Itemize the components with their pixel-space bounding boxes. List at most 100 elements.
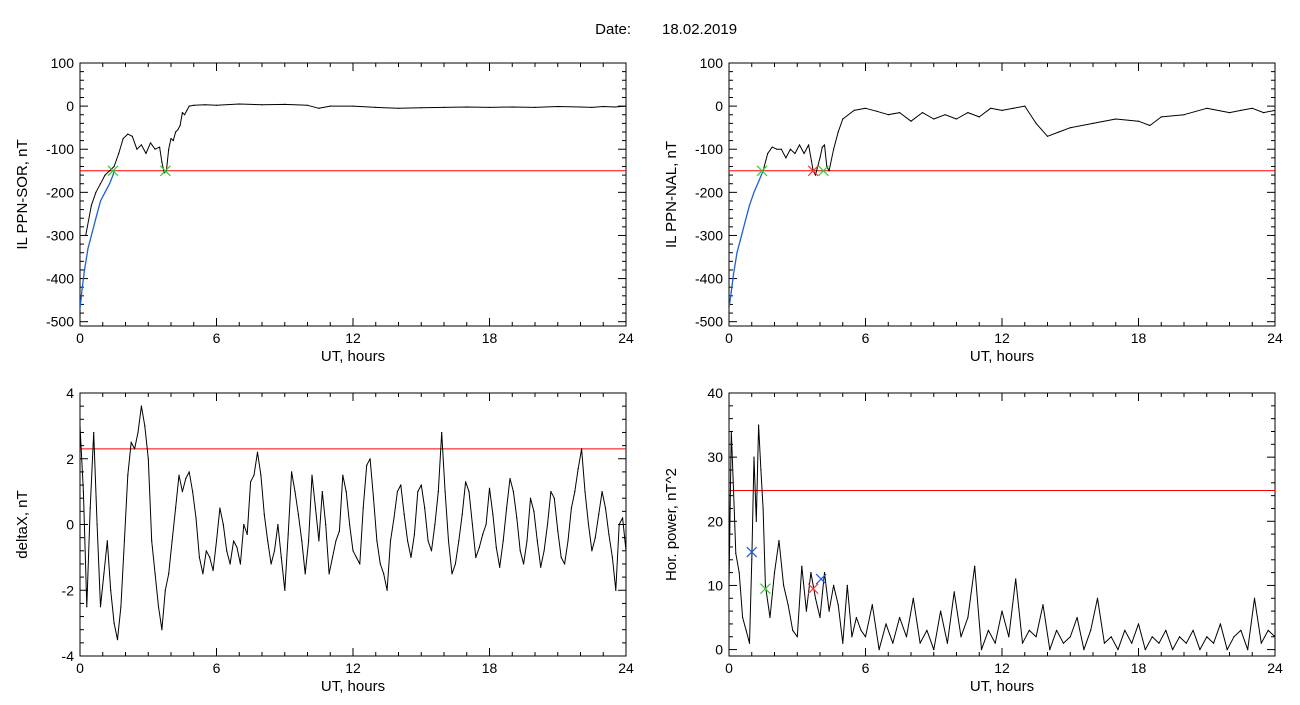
data-point — [543, 550, 545, 552]
data-point — [516, 517, 518, 519]
data-point — [753, 456, 755, 458]
data-point — [164, 589, 166, 591]
data-point — [417, 491, 419, 493]
x-tick-label: 12 — [345, 660, 361, 676]
data-point — [495, 546, 497, 549]
data-point — [622, 517, 624, 519]
data-point — [219, 507, 221, 509]
data-point — [118, 152, 120, 155]
data-point — [192, 491, 194, 493]
marker-stroke — [159, 165, 171, 177]
data-point — [1012, 107, 1015, 109]
data-point — [1001, 109, 1003, 111]
data-point — [482, 533, 484, 536]
data-point — [397, 107, 400, 109]
data-point — [953, 591, 955, 593]
data-point — [400, 484, 402, 486]
data-point — [905, 636, 908, 638]
data-point — [1069, 127, 1071, 129]
data-point — [553, 497, 555, 499]
x-tick-label: 0 — [76, 330, 84, 346]
data-point — [587, 523, 590, 526]
data-point — [179, 124, 181, 127]
y-tick-label: -100 — [695, 141, 723, 157]
data-point — [960, 636, 962, 638]
data-point — [238, 103, 240, 105]
x-tick-label: 12 — [345, 330, 361, 346]
highlight-point — [744, 221, 746, 224]
data-point — [297, 514, 299, 516]
data-point — [168, 573, 170, 575]
data-point — [1228, 112, 1231, 114]
data-point — [212, 569, 214, 572]
data-point — [1076, 616, 1078, 619]
plot-frame — [728, 62, 1276, 327]
data-point — [1253, 597, 1256, 599]
y-tick-label: -100 — [46, 141, 74, 157]
data-point — [226, 550, 228, 552]
data-point — [1001, 610, 1003, 612]
x-tick-label: 0 — [76, 660, 84, 676]
data-point — [145, 152, 147, 155]
series-line-highlight — [80, 170, 115, 309]
data-point — [437, 491, 439, 493]
marker-stroke — [807, 583, 819, 595]
data-point — [461, 514, 463, 516]
data-point — [519, 550, 521, 552]
data-point — [823, 572, 826, 574]
data-point — [602, 105, 604, 108]
data-point — [366, 464, 368, 466]
data-point — [878, 649, 880, 651]
data-point — [338, 530, 340, 532]
data-point — [389, 540, 392, 542]
data-point — [89, 507, 91, 509]
data-point — [492, 514, 494, 516]
data-point — [534, 106, 536, 108]
plot-frame — [728, 392, 1276, 657]
data-point — [229, 563, 231, 565]
data-point — [828, 170, 830, 172]
data-point — [308, 540, 310, 542]
marker-green — [817, 165, 829, 177]
data-point — [604, 507, 607, 509]
data-point — [1035, 636, 1037, 638]
data-point — [454, 563, 456, 565]
data-point — [546, 523, 549, 526]
data-point — [127, 133, 129, 135]
data-point — [823, 144, 826, 146]
marker-stroke — [815, 573, 827, 585]
data-point — [306, 104, 309, 106]
data-point — [1021, 642, 1024, 644]
x-axis-label: UT, hours — [321, 678, 385, 695]
highlight-point — [87, 247, 89, 249]
data-point — [967, 616, 969, 619]
data-point — [403, 514, 405, 516]
data-point — [1149, 124, 1151, 127]
data-point — [466, 106, 468, 108]
data-point — [591, 106, 593, 108]
data-point — [990, 107, 992, 109]
data-point — [1115, 118, 1117, 120]
data-point — [352, 550, 354, 552]
data-point — [267, 540, 269, 542]
data-point — [1274, 109, 1275, 111]
y-tick-label: 10 — [707, 577, 723, 593]
data-point — [99, 606, 102, 608]
data-point — [193, 104, 195, 106]
highlight-point — [90, 234, 92, 237]
data-point — [509, 477, 511, 480]
data-point — [181, 491, 183, 493]
data-point — [93, 431, 95, 434]
data-point — [82, 491, 84, 493]
highlight-point — [112, 174, 114, 176]
plot-area — [80, 405, 626, 641]
data-point — [625, 105, 626, 107]
data-point — [1199, 649, 1201, 651]
data-point — [502, 540, 504, 542]
data-point — [842, 642, 844, 644]
plot-area — [729, 424, 1275, 651]
data-point — [581, 448, 583, 450]
y-tick-label: -200 — [46, 184, 74, 200]
data-point — [805, 610, 808, 612]
data-point — [1124, 629, 1126, 631]
